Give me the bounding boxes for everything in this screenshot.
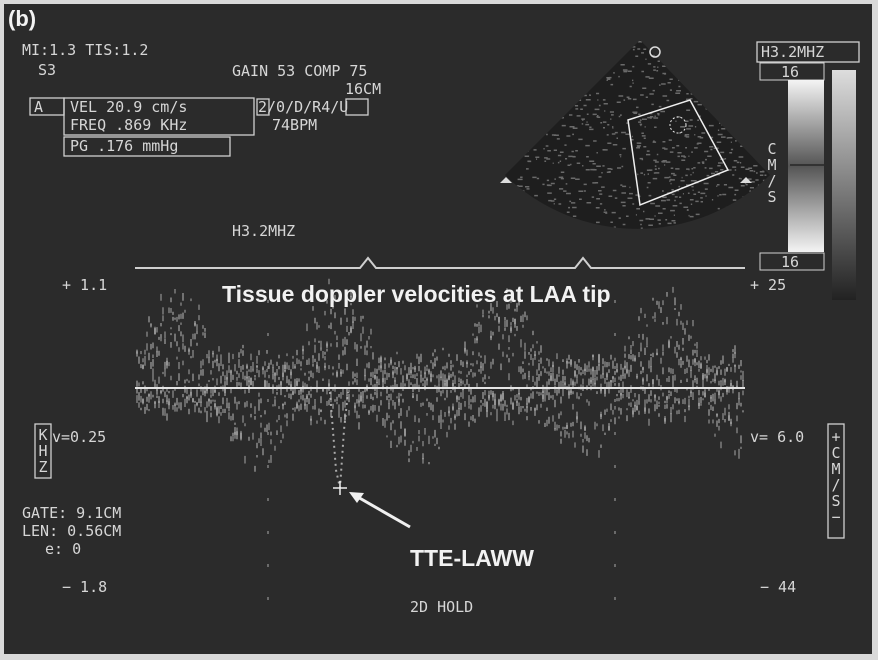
velocity: VEL 20.9 cm/s [70,98,187,116]
panel-label: (b) [8,6,36,31]
probe: S3 [38,61,56,79]
left-bottom: − 1.8 [62,578,107,596]
frequency: FREQ .869 KHz [70,116,187,134]
cursor: A [34,98,43,116]
depth: 16CM [345,80,381,98]
mode: 2/0/D/R4/U [258,98,348,116]
heart-rate: 74BPM [272,116,317,134]
length: LEN: 0.56CM [22,522,121,540]
angle: e: 0 [45,540,81,558]
left-unit: KHZ [34,426,52,474]
right-unit: +CM/S− [827,428,845,524]
ultrasound-figure: (b) MI:1.3 TIS:1.2 S3 GAIN 53 COMP 75 16… [0,0,878,660]
scale-unit: CM/S [763,140,781,204]
title: Tissue doppler velocities at LAA tip [222,281,611,307]
right-bottom: − 44 [760,578,796,596]
left-scale: v=0.25 [52,428,106,446]
scale-frequency: H3.2MHZ [761,43,824,61]
right-top: + 25 [750,276,786,294]
doppler-frequency: H3.2MHZ [232,222,295,240]
scale-bottom: 16 [781,253,799,271]
gain: GAIN 53 COMP 75 [232,62,367,80]
gate: GATE: 9.1CM [22,504,121,522]
mi-tis: MI:1.3 TIS:1.2 [22,41,148,59]
gradient: PG .176 mmHg [70,137,178,155]
left-top: + 1.1 [62,276,107,294]
gray-strip [832,70,856,300]
scale-top: 16 [781,63,799,81]
arrow-label: TTE-LAWW [410,545,534,571]
right-scale: v= 6.0 [750,428,804,446]
status: 2D HOLD [410,598,473,616]
